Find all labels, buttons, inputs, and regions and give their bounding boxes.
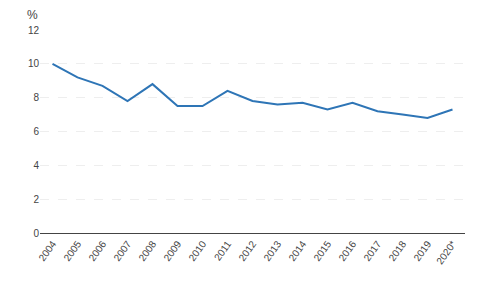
svg-text:2020*: 2020* xyxy=(434,239,458,267)
svg-text:2019: 2019 xyxy=(411,238,433,263)
svg-text:10: 10 xyxy=(28,58,40,69)
svg-text:2011: 2011 xyxy=(212,238,234,262)
svg-text:2012: 2012 xyxy=(236,238,258,263)
svg-text:2014: 2014 xyxy=(286,238,308,263)
svg-text:2: 2 xyxy=(33,194,39,205)
svg-text:2010: 2010 xyxy=(186,238,208,263)
svg-text:2016: 2016 xyxy=(336,238,358,263)
svg-text:2009: 2009 xyxy=(161,238,183,263)
svg-text:0: 0 xyxy=(33,228,39,239)
svg-text:4: 4 xyxy=(33,160,39,171)
svg-text:2008: 2008 xyxy=(136,238,158,263)
svg-text:2004: 2004 xyxy=(36,238,58,263)
svg-text:8: 8 xyxy=(33,92,39,103)
svg-text:12: 12 xyxy=(28,25,40,36)
svg-text:2015: 2015 xyxy=(311,238,333,263)
svg-text:2013: 2013 xyxy=(261,238,283,263)
svg-text:2005: 2005 xyxy=(61,238,83,263)
svg-text:%: % xyxy=(27,8,38,22)
svg-text:6: 6 xyxy=(33,126,39,137)
svg-text:2006: 2006 xyxy=(86,238,108,263)
svg-text:2007: 2007 xyxy=(111,238,133,263)
svg-text:2018: 2018 xyxy=(386,238,408,263)
svg-text:2017: 2017 xyxy=(361,238,383,263)
